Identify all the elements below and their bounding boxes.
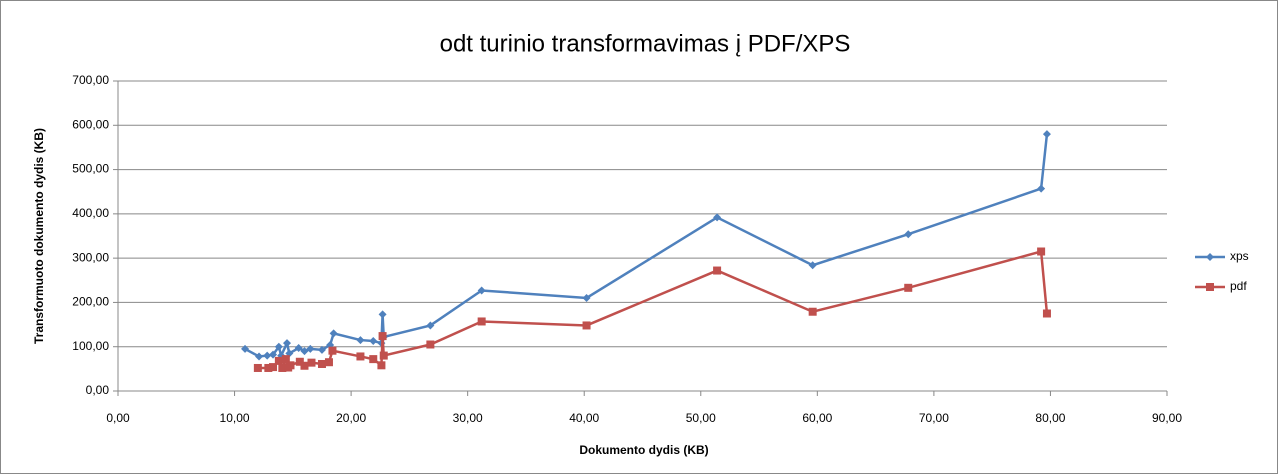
- data-point: [369, 355, 378, 364]
- data-point: [300, 361, 309, 370]
- y-tick-label: 600,00: [72, 117, 109, 131]
- data-point: [477, 286, 486, 295]
- data-point: [264, 363, 273, 372]
- x-axis-label: Dokumento dydis (KB): [579, 443, 708, 457]
- data-point: [269, 363, 278, 372]
- x-tick-label: 20,00: [336, 411, 366, 425]
- data-point: [294, 344, 303, 353]
- y-tick-label: 500,00: [72, 162, 109, 176]
- data-point: [713, 266, 722, 275]
- x-tick-label: 0,00: [106, 411, 130, 425]
- data-point: [307, 358, 316, 367]
- data-point: [582, 321, 591, 330]
- y-tick-label: 100,00: [72, 339, 109, 353]
- data-point: [369, 336, 378, 345]
- data-point: [317, 345, 326, 354]
- data-point: [426, 321, 435, 330]
- data-point: [356, 352, 365, 361]
- data-point: [1037, 184, 1046, 193]
- y-tick-label: 300,00: [72, 250, 109, 264]
- data-point: [426, 340, 435, 349]
- data-point: [904, 230, 913, 239]
- data-point: [317, 359, 326, 368]
- y-axis-label: Transformuoto dokumento dydis (KB): [32, 128, 46, 344]
- data-point: [377, 361, 386, 370]
- legend-marker: [1206, 283, 1214, 291]
- y-tick-label: 400,00: [72, 206, 109, 220]
- data-point: [1042, 309, 1051, 318]
- data-point: [1037, 247, 1046, 256]
- data-point: [255, 352, 264, 361]
- data-point: [286, 361, 295, 370]
- data-point: [477, 317, 486, 326]
- x-tick-label: 80,00: [1035, 411, 1065, 425]
- data-point: [356, 336, 365, 345]
- data-point: [281, 355, 290, 364]
- legend-marker: [1206, 253, 1214, 261]
- data-point: [295, 357, 304, 366]
- x-tick-label: 90,00: [1152, 411, 1182, 425]
- data-point: [278, 363, 287, 372]
- data-point: [274, 356, 283, 365]
- x-tick-label: 30,00: [453, 411, 483, 425]
- data-point: [300, 347, 309, 356]
- x-tick-label: 60,00: [802, 411, 832, 425]
- data-point: [329, 329, 338, 338]
- data-point: [269, 350, 278, 359]
- data-point: [306, 344, 315, 353]
- legend-label: pdf: [1230, 279, 1247, 293]
- data-point: [1042, 130, 1051, 139]
- x-tick-label: 50,00: [686, 411, 716, 425]
- data-point: [274, 342, 283, 351]
- data-point: [263, 351, 272, 360]
- data-point: [378, 332, 387, 341]
- x-tick-label: 10,00: [220, 411, 250, 425]
- legend-label: xps: [1230, 249, 1249, 263]
- x-tick-label: 40,00: [569, 411, 599, 425]
- data-point: [324, 358, 333, 367]
- y-tick-label: 700,00: [72, 73, 109, 87]
- data-point: [904, 283, 913, 292]
- chart-title: odt turinio transformavimas į PDF/XPS: [440, 30, 851, 57]
- y-tick-label: 0,00: [86, 383, 110, 397]
- y-tick-label: 200,00: [72, 295, 109, 309]
- data-point: [378, 310, 387, 319]
- data-point: [808, 261, 817, 270]
- data-point: [379, 351, 388, 360]
- data-point: [253, 363, 262, 372]
- data-point: [328, 346, 337, 355]
- data-point: [808, 307, 817, 316]
- data-point: [283, 339, 292, 348]
- data-point: [582, 294, 591, 302]
- data-point: [713, 213, 722, 222]
- data-point: [241, 344, 250, 353]
- x-tick-label: 70,00: [919, 411, 949, 425]
